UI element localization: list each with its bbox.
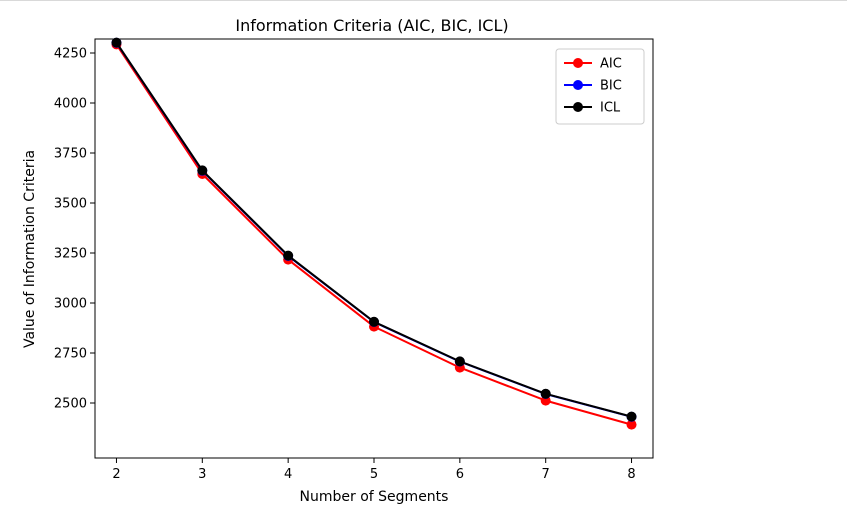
data-point-icl <box>454 356 465 367</box>
legend-marker-icl <box>573 102 583 112</box>
x-tick-label: 6 <box>456 467 464 482</box>
y-tick-label: 4000 <box>54 97 87 112</box>
y-axis: 2500 2750 3000 3250 3500 3750 4000 4250 <box>54 47 95 412</box>
x-tick-label: 4 <box>284 467 292 482</box>
data-point-icl <box>540 388 551 399</box>
x-tick-label: 5 <box>370 467 378 482</box>
data-point-icl <box>626 411 637 422</box>
series-group <box>111 37 637 430</box>
legend-label-bic: BIC <box>600 79 622 94</box>
y-tick-label: 3000 <box>54 297 87 312</box>
x-tick-label: 8 <box>627 467 635 482</box>
data-point-icl <box>197 165 208 176</box>
legend-label-icl: ICL <box>600 101 621 116</box>
legend-label-aic: AIC <box>600 57 622 72</box>
chart-title: Information Criteria (AIC, BIC, ICL) <box>235 16 508 35</box>
x-tick-label: 3 <box>198 467 206 482</box>
data-point-aic <box>626 419 637 430</box>
y-tick-label: 3250 <box>54 247 87 262</box>
y-axis-label: Value of Information Criteria <box>22 150 38 348</box>
legend-marker-aic <box>573 58 583 68</box>
x-tick-label: 7 <box>542 467 550 482</box>
legend: AIC BIC ICL <box>555 48 645 125</box>
x-tick-label: 2 <box>112 467 120 482</box>
y-tick-label: 3750 <box>54 147 87 162</box>
top-divider <box>0 0 847 1</box>
y-tick-label: 2500 <box>54 397 87 412</box>
data-point-icl <box>111 37 122 48</box>
y-tick-label: 4250 <box>54 47 87 62</box>
y-tick-label: 3500 <box>54 197 87 212</box>
data-point-icl <box>283 250 294 261</box>
x-axis: 2 3 4 5 6 7 8 <box>112 458 636 482</box>
x-axis-label: Number of Segments <box>300 489 449 505</box>
y-tick-label: 2750 <box>54 347 87 362</box>
legend-marker-bic <box>573 80 583 90</box>
data-point-icl <box>369 316 379 327</box>
